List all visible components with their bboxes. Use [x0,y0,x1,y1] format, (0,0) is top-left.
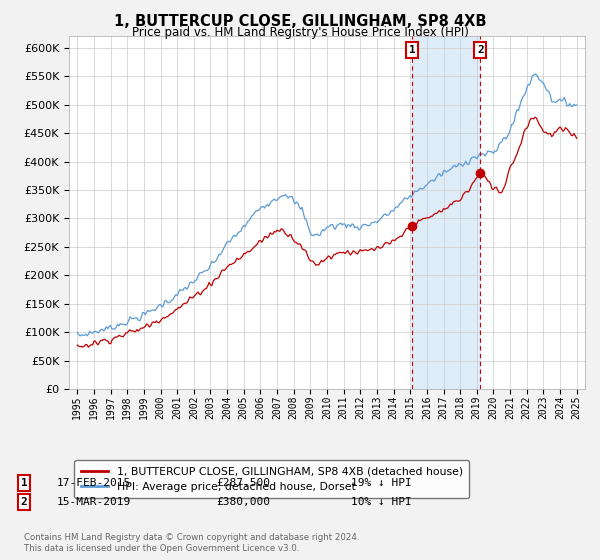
Text: 10% ↓ HPI: 10% ↓ HPI [351,497,412,507]
Text: 2: 2 [477,45,484,55]
Text: 1: 1 [409,45,416,55]
Text: 17-FEB-2015: 17-FEB-2015 [57,478,131,488]
Text: £380,000: £380,000 [216,497,270,507]
Bar [412,36,481,389]
Text: 19% ↓ HPI: 19% ↓ HPI [351,478,412,488]
Text: 1: 1 [20,478,28,488]
Text: Contains HM Land Registry data © Crown copyright and database right 2024.
This d: Contains HM Land Registry data © Crown c… [24,533,359,553]
Text: 2: 2 [20,497,28,507]
Text: Price paid vs. HM Land Registry's House Price Index (HPI): Price paid vs. HM Land Registry's House … [131,26,469,39]
Text: 1, BUTTERCUP CLOSE, GILLINGHAM, SP8 4XB: 1, BUTTERCUP CLOSE, GILLINGHAM, SP8 4XB [114,14,486,29]
Text: 15-MAR-2019: 15-MAR-2019 [57,497,131,507]
Legend: 1, BUTTERCUP CLOSE, GILLINGHAM, SP8 4XB (detached house), HPI: Average price, de: 1, BUTTERCUP CLOSE, GILLINGHAM, SP8 4XB … [74,460,469,498]
Text: £287,500: £287,500 [216,478,270,488]
